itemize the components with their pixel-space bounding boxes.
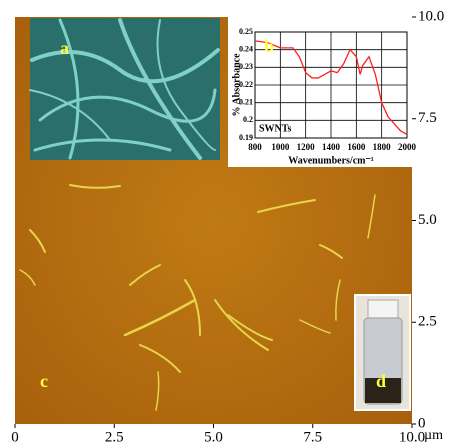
y-tick-label: 5.0 [418, 212, 437, 228]
x-tick-label: 10.0 [399, 429, 425, 445]
panel-label: b [264, 36, 274, 56]
x-axis-label: Wavenumbers/cm⁻¹ [288, 155, 374, 166]
x-tick-label: 1800 [373, 142, 392, 152]
x-tick-label: 2.5 [105, 429, 124, 445]
y-tick-label: 10.0 [418, 8, 444, 24]
panel-label: c [40, 371, 48, 391]
x-tick-label: 1400 [322, 142, 341, 152]
figure: 02.55.07.510.0µm02.55.07.510.0acd8001000… [0, 0, 463, 447]
vial-cap [368, 300, 398, 318]
y-tick-label: 0 [418, 415, 426, 431]
x-tick-label: 2000 [398, 142, 417, 152]
x-tick-label: 5.0 [204, 429, 223, 445]
x-tick-label: 800 [248, 142, 262, 152]
y-tick-label: 0.25 [239, 27, 253, 36]
x-tick-label: 1200 [297, 142, 316, 152]
y-tick-label: 7.5 [418, 110, 437, 126]
panel-label: a [60, 38, 69, 58]
sem-image [30, 18, 220, 160]
y-tick-label: 2.5 [418, 314, 437, 330]
x-unit: µm [424, 428, 443, 443]
panel-label: d [376, 371, 386, 391]
x-tick-label: 1000 [271, 142, 290, 152]
x-tick-label: 0 [11, 429, 19, 445]
x-tick-label: 1600 [347, 142, 366, 152]
y-tick-label: 0.19 [239, 133, 253, 142]
x-tick-label: 7.5 [303, 429, 322, 445]
y-tick-label: 0.2 [243, 115, 253, 124]
y-axis-label: % Absorbance [231, 53, 242, 117]
annotation: SWNTs [259, 123, 292, 134]
y-tick-label: 0.24 [239, 44, 253, 53]
